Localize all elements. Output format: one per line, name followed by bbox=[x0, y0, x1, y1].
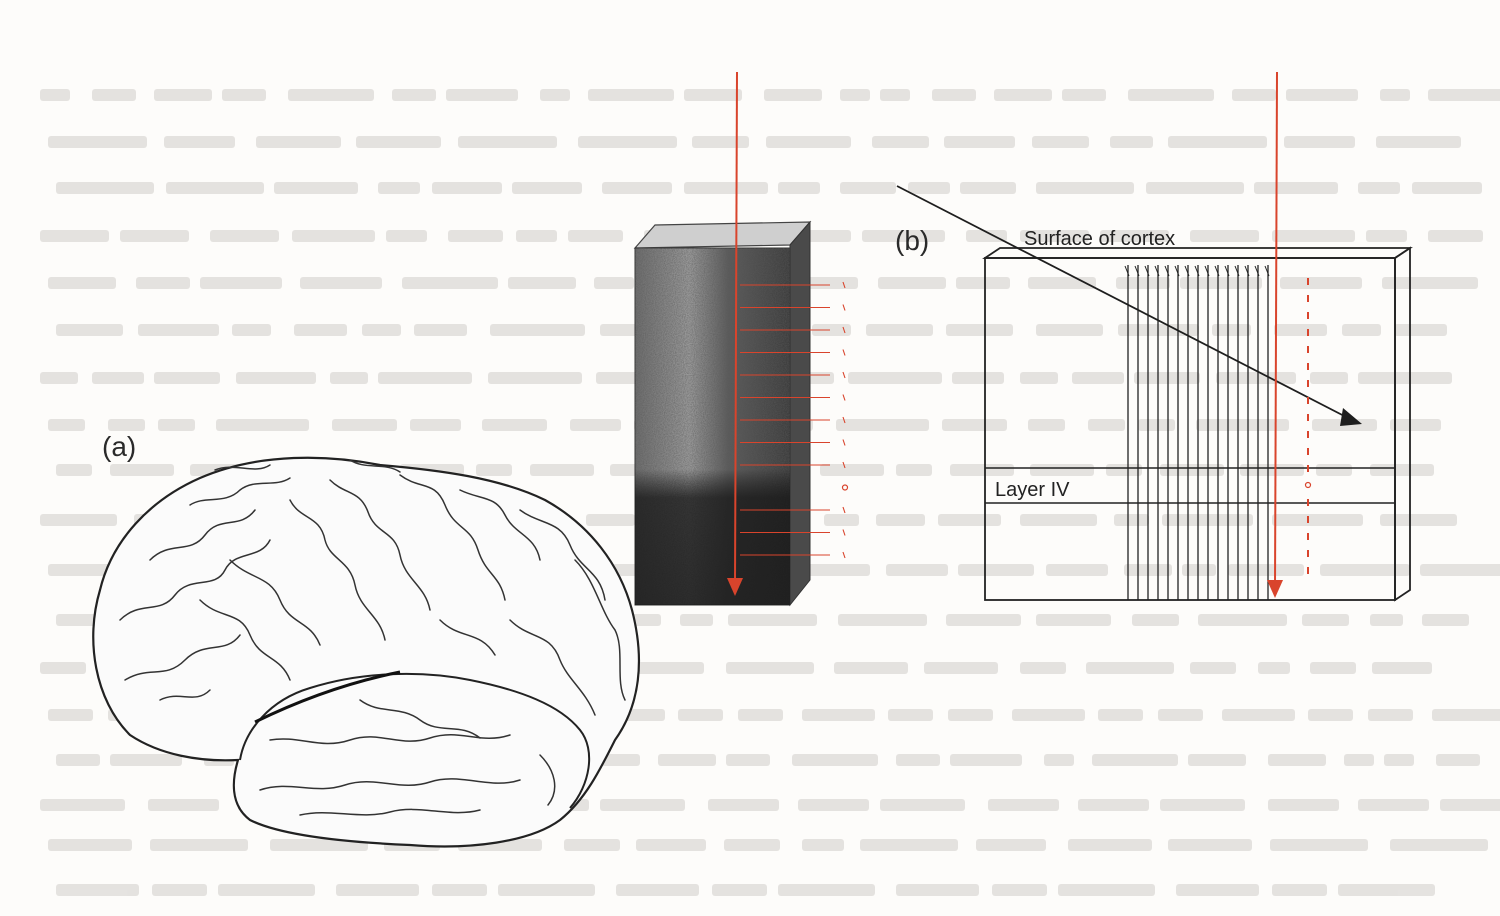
column-tick bbox=[1224, 265, 1230, 277]
bleed-row bbox=[48, 136, 1461, 148]
red-dot bbox=[1307, 533, 1309, 540]
layer-iv-dot bbox=[1304, 481, 1312, 489]
surface-of-cortex-label: Surface of cortex bbox=[1024, 228, 1175, 250]
red-dot bbox=[1307, 346, 1309, 353]
column-tick bbox=[1234, 265, 1240, 277]
red-dot bbox=[1307, 312, 1309, 319]
red-dot bbox=[1307, 295, 1309, 302]
red-dot bbox=[1307, 550, 1309, 557]
red-dot bbox=[1307, 397, 1309, 404]
column-tick bbox=[1264, 265, 1270, 277]
column-tick bbox=[1244, 265, 1250, 277]
sample-tick-mark bbox=[842, 371, 846, 379]
sample-tick-mark bbox=[842, 551, 846, 559]
bleed-row bbox=[56, 182, 1482, 194]
column-tick bbox=[1124, 265, 1130, 277]
brain-illustration bbox=[92, 456, 641, 848]
layer-iv-marker bbox=[841, 484, 849, 491]
red-dot bbox=[1307, 278, 1309, 285]
red-dot bbox=[1307, 329, 1309, 336]
sample-tick-mark bbox=[842, 304, 846, 311]
cortex-tissue-block bbox=[633, 71, 849, 607]
red-dot bbox=[1307, 448, 1309, 455]
column-tick bbox=[1164, 265, 1170, 277]
sample-tick-mark bbox=[842, 529, 846, 536]
column-tick bbox=[1214, 265, 1220, 277]
sample-tick-mark bbox=[842, 326, 846, 334]
red-dot bbox=[1307, 465, 1309, 472]
bleed-row bbox=[48, 839, 1488, 851]
sample-tick-mark bbox=[842, 394, 846, 401]
bleed-row bbox=[40, 799, 1500, 811]
red-dot bbox=[1307, 516, 1309, 523]
bleed-row bbox=[56, 884, 1435, 896]
column-tick bbox=[1184, 265, 1190, 277]
bleed-row bbox=[48, 277, 1478, 289]
sample-tick-mark bbox=[842, 281, 846, 289]
red-dot bbox=[1307, 414, 1309, 421]
red-dot bbox=[1307, 431, 1309, 438]
column-tick bbox=[1134, 265, 1140, 277]
bleed-row bbox=[40, 89, 1500, 101]
column-tick bbox=[1174, 265, 1180, 277]
sample-tick-mark bbox=[842, 416, 846, 424]
panel-a-label: (a) bbox=[102, 431, 136, 462]
column-tick bbox=[1254, 265, 1260, 277]
column-tick bbox=[1204, 265, 1210, 277]
cortex-schematic bbox=[896, 71, 1413, 602]
panel-b-label: (b) bbox=[895, 225, 929, 256]
sample-tick-mark bbox=[842, 461, 846, 469]
bleed-row bbox=[40, 372, 1452, 384]
sample-tick-mark bbox=[842, 349, 846, 356]
layer-iv-label: Layer IV bbox=[995, 479, 1070, 501]
red-dot bbox=[1307, 363, 1309, 370]
red-dot bbox=[1307, 380, 1309, 387]
red-dot bbox=[1307, 499, 1309, 506]
column-tick bbox=[1194, 265, 1200, 277]
sample-tick-mark bbox=[842, 439, 846, 446]
red-dot bbox=[1307, 567, 1309, 574]
sample-tick-mark bbox=[842, 506, 846, 514]
column-tick bbox=[1144, 265, 1150, 277]
column-tick bbox=[1154, 265, 1160, 277]
